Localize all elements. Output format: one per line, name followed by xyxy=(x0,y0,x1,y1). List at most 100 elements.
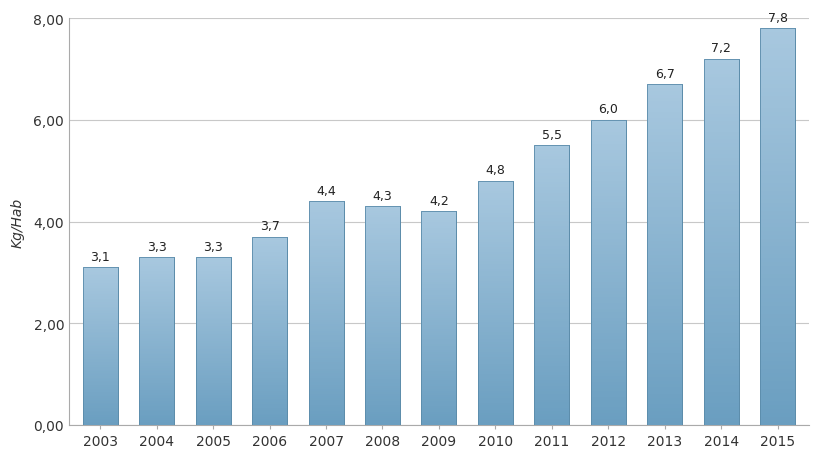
Bar xyxy=(646,85,681,89)
Bar xyxy=(477,272,513,274)
Bar xyxy=(308,396,343,398)
Bar xyxy=(83,273,117,274)
Bar xyxy=(308,282,343,284)
Bar xyxy=(759,239,794,243)
Bar xyxy=(646,252,681,255)
Bar xyxy=(195,376,230,378)
Bar xyxy=(139,306,174,308)
Bar xyxy=(590,291,625,294)
Bar xyxy=(251,279,287,280)
Bar xyxy=(83,360,117,362)
Bar xyxy=(195,390,230,392)
Bar xyxy=(759,57,794,61)
Bar xyxy=(590,127,625,130)
Bar xyxy=(139,289,174,291)
Bar xyxy=(308,338,343,340)
Bar xyxy=(534,218,568,221)
Bar xyxy=(195,341,230,343)
Bar xyxy=(139,350,174,351)
Text: 6,0: 6,0 xyxy=(598,103,618,116)
Bar xyxy=(646,160,681,163)
Bar xyxy=(308,349,343,351)
Bar xyxy=(534,341,568,344)
Bar xyxy=(251,324,287,325)
Bar xyxy=(308,275,343,278)
Bar xyxy=(646,102,681,106)
Bar xyxy=(703,169,738,173)
Bar xyxy=(703,93,738,96)
Bar xyxy=(195,323,230,325)
Bar xyxy=(308,244,343,246)
Bar xyxy=(364,342,400,344)
Bar xyxy=(195,408,230,410)
Bar xyxy=(759,184,794,188)
Bar xyxy=(703,308,738,312)
Bar xyxy=(703,363,738,366)
Bar xyxy=(477,181,513,184)
Bar xyxy=(534,308,568,311)
Bar xyxy=(364,207,400,209)
Bar xyxy=(83,393,117,395)
Text: 3,7: 3,7 xyxy=(260,220,279,233)
Bar xyxy=(646,285,681,289)
Bar xyxy=(759,203,794,207)
Bar xyxy=(308,278,343,280)
Bar xyxy=(646,377,681,381)
Bar xyxy=(703,184,738,188)
Bar xyxy=(139,271,174,273)
Bar xyxy=(477,357,513,359)
Bar xyxy=(139,313,174,314)
Bar xyxy=(534,322,568,325)
Bar xyxy=(703,125,738,129)
Bar xyxy=(195,350,230,351)
Bar xyxy=(83,326,117,327)
Bar xyxy=(759,108,794,112)
Bar xyxy=(83,419,117,420)
Bar xyxy=(139,380,174,381)
Bar xyxy=(83,423,117,425)
Bar xyxy=(364,359,400,362)
Bar xyxy=(83,373,117,375)
Bar xyxy=(534,366,568,369)
Bar xyxy=(251,245,287,246)
Bar xyxy=(477,245,513,247)
Bar xyxy=(195,348,230,350)
Bar xyxy=(646,241,681,245)
Bar xyxy=(139,381,174,383)
Bar xyxy=(139,412,174,413)
Bar xyxy=(477,228,513,230)
Bar xyxy=(759,89,794,93)
Bar xyxy=(139,331,174,333)
Bar xyxy=(308,269,343,271)
Bar xyxy=(251,367,287,369)
Bar xyxy=(364,222,400,224)
Bar xyxy=(759,164,794,168)
Bar xyxy=(364,283,400,285)
Bar xyxy=(195,418,230,420)
Bar xyxy=(590,285,625,288)
Bar xyxy=(590,248,625,252)
Bar xyxy=(83,378,117,379)
Bar xyxy=(251,380,287,382)
Bar xyxy=(477,284,513,286)
Bar xyxy=(139,375,174,376)
Bar xyxy=(703,421,738,425)
Bar xyxy=(195,375,230,376)
Bar xyxy=(646,231,681,235)
Bar xyxy=(139,356,174,358)
Text: 3,1: 3,1 xyxy=(90,250,110,263)
Bar xyxy=(646,282,681,285)
Bar xyxy=(139,408,174,410)
Bar xyxy=(364,414,400,416)
Bar xyxy=(646,384,681,387)
Bar xyxy=(759,350,794,354)
Bar xyxy=(308,246,343,249)
Bar xyxy=(703,199,738,202)
Bar xyxy=(759,374,794,377)
Bar xyxy=(251,374,287,376)
Bar xyxy=(83,390,117,392)
Bar xyxy=(195,325,230,326)
Bar xyxy=(83,280,117,282)
Bar xyxy=(759,409,794,413)
Bar xyxy=(759,397,794,401)
